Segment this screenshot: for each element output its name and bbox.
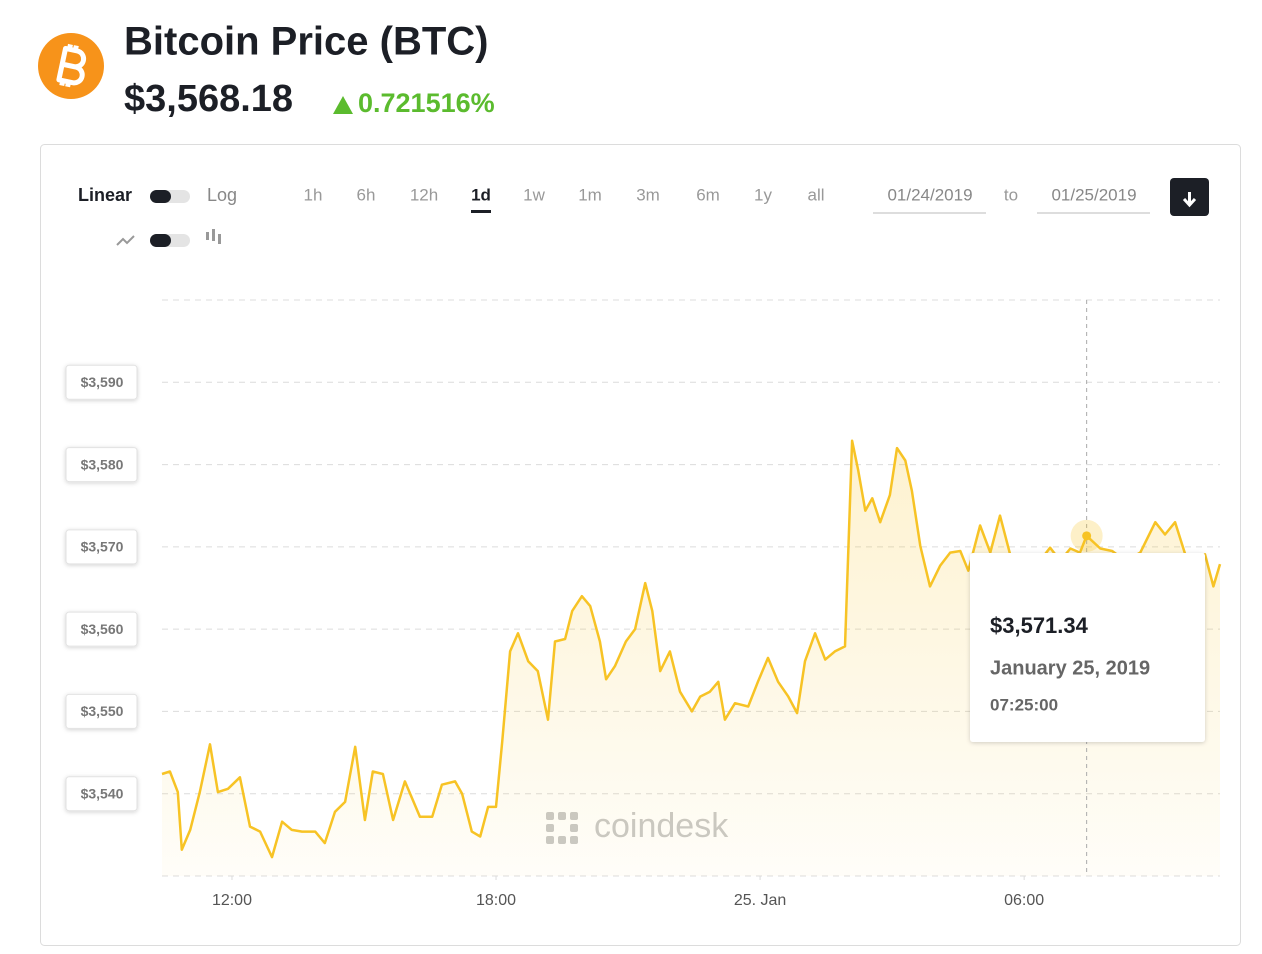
hover-point [1082,531,1092,541]
range-button[interactable]: 6h [357,185,376,204]
y-tick-label: $3,590 [81,374,124,390]
tooltip-date: January 25, 2019 [990,657,1150,679]
range-button[interactable]: 1w [523,185,545,204]
x-tick-label: 12:00 [212,892,252,909]
page-title: Bitcoin Price (BTC) [124,20,488,64]
date-from[interactable]: 01/24/2019 [887,185,972,204]
y-tick-box [65,529,138,565]
scale-toggle[interactable] [150,190,190,203]
tooltip-box [970,553,1205,742]
y-tick-box [65,776,138,812]
range-button[interactable]: 3m [636,185,660,204]
logo [38,33,104,99]
area [162,440,1220,876]
y-tick-box [65,611,138,647]
x-tick-label: 18:00 [476,892,516,909]
x-tick-label: 25. Jan [734,892,786,909]
range-button[interactable]: 1d [471,185,491,204]
active-underline [471,210,491,213]
y-tick-box [65,364,138,400]
y-tick-label: $3,540 [81,785,124,801]
tooltip-value: $3,571.34 [990,613,1089,638]
log-label[interactable]: Log [207,185,237,205]
date-to[interactable]: 01/25/2019 [1051,185,1136,204]
candle-icon[interactable] [206,229,221,244]
y-tick-label: $3,580 [81,456,124,472]
range-button[interactable]: all [807,185,824,204]
download-button[interactable] [1170,178,1209,216]
up-arrow [333,96,353,114]
x-tick-label: 06:00 [1004,892,1044,909]
range-button[interactable]: 1h [304,185,323,204]
y-tick-box [65,447,138,483]
y-tick-label: $3,570 [81,539,124,555]
change: 0.721516% [358,88,495,118]
range-button[interactable]: 1m [578,185,602,204]
price: $3,568.18 [124,78,293,120]
y-tick-label: $3,560 [81,621,124,637]
linear-label[interactable]: Linear [78,185,132,205]
y-tick-label: $3,550 [81,703,124,719]
line-icon[interactable] [116,235,135,246]
range-button[interactable]: 12h [410,185,438,204]
to-label: to [1004,185,1018,204]
y-tick-box [65,693,138,729]
type-toggle[interactable] [150,234,190,247]
range-button[interactable]: 1y [754,185,772,204]
tooltip-time: 07:25:00 [990,695,1058,714]
range-button[interactable]: 6m [696,185,720,204]
